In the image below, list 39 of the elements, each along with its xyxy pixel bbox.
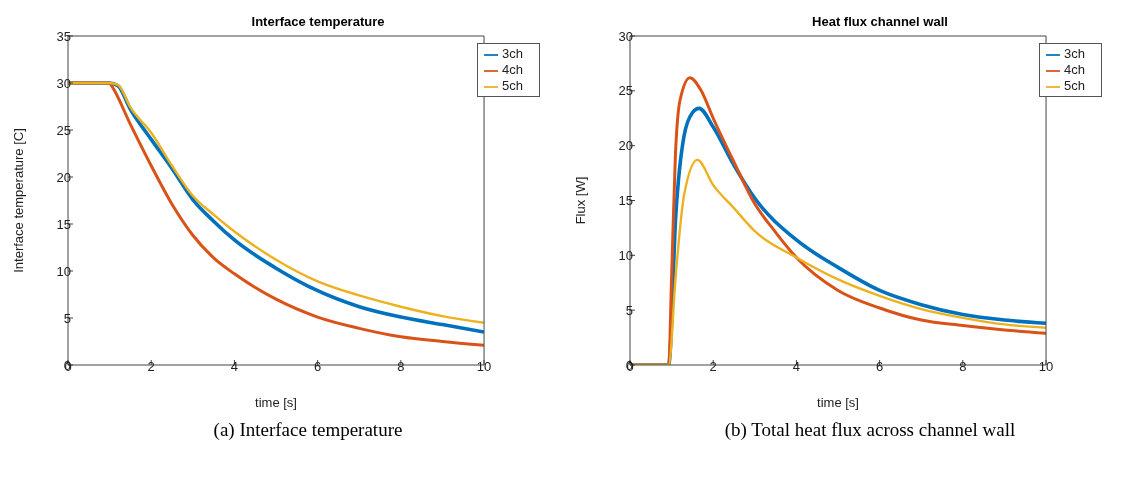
legend-label: 5ch	[1064, 78, 1085, 93]
x-tick-label: 2	[147, 359, 155, 375]
y-tick-label: 15	[618, 193, 633, 209]
legend-label: 5ch	[502, 78, 523, 93]
y-tick-label: 20	[618, 138, 633, 154]
x-tick-label: 6	[876, 359, 884, 375]
y-tick-label: 10	[56, 263, 71, 279]
y-tick-label: 0	[625, 357, 633, 373]
y-axis-title: Flux [W]	[572, 176, 588, 225]
y-tick-label: 0	[63, 357, 71, 373]
chart-title: Heat flux channel wall	[811, 14, 949, 29]
x-tick-label: 10	[1038, 359, 1054, 375]
x-axis-title: time [s]	[255, 395, 297, 410]
y-tick-label: 25	[56, 122, 71, 138]
y-tick-label: 15	[56, 216, 71, 232]
legend-label: 4ch	[1064, 62, 1085, 77]
x-tick-label: 8	[397, 359, 405, 375]
y-tick-label: 5	[63, 310, 71, 326]
x-tick-label: 6	[314, 359, 322, 375]
chart-title: Interface temperature	[250, 14, 386, 29]
x-tick-label: 8	[959, 359, 967, 375]
legend-label: 4ch	[502, 62, 523, 77]
x-tick-label: 4	[230, 359, 239, 375]
y-tick-label: 25	[618, 83, 633, 99]
y-tick-label: 10	[618, 247, 633, 263]
y-tick-label: 30	[618, 28, 633, 44]
y-axis-title: Interface temperature [C]	[10, 128, 26, 273]
y-tick-label: 5	[625, 302, 633, 318]
legend-label: 3ch	[502, 46, 523, 61]
text: (b) Total heat flux across channel wall	[723, 419, 1017, 441]
x-axis-title: time [s]	[817, 395, 859, 410]
x-tick-label: 10	[476, 359, 492, 375]
x-tick-label: 2	[709, 359, 717, 375]
x-tick-label: 4	[792, 359, 801, 375]
y-tick-label: 35	[56, 28, 71, 44]
text: (a) Interface temperature	[212, 419, 404, 441]
y-tick-label: 20	[56, 169, 71, 185]
legend-label: 3ch	[1064, 46, 1085, 61]
y-tick-label: 30	[56, 75, 71, 91]
